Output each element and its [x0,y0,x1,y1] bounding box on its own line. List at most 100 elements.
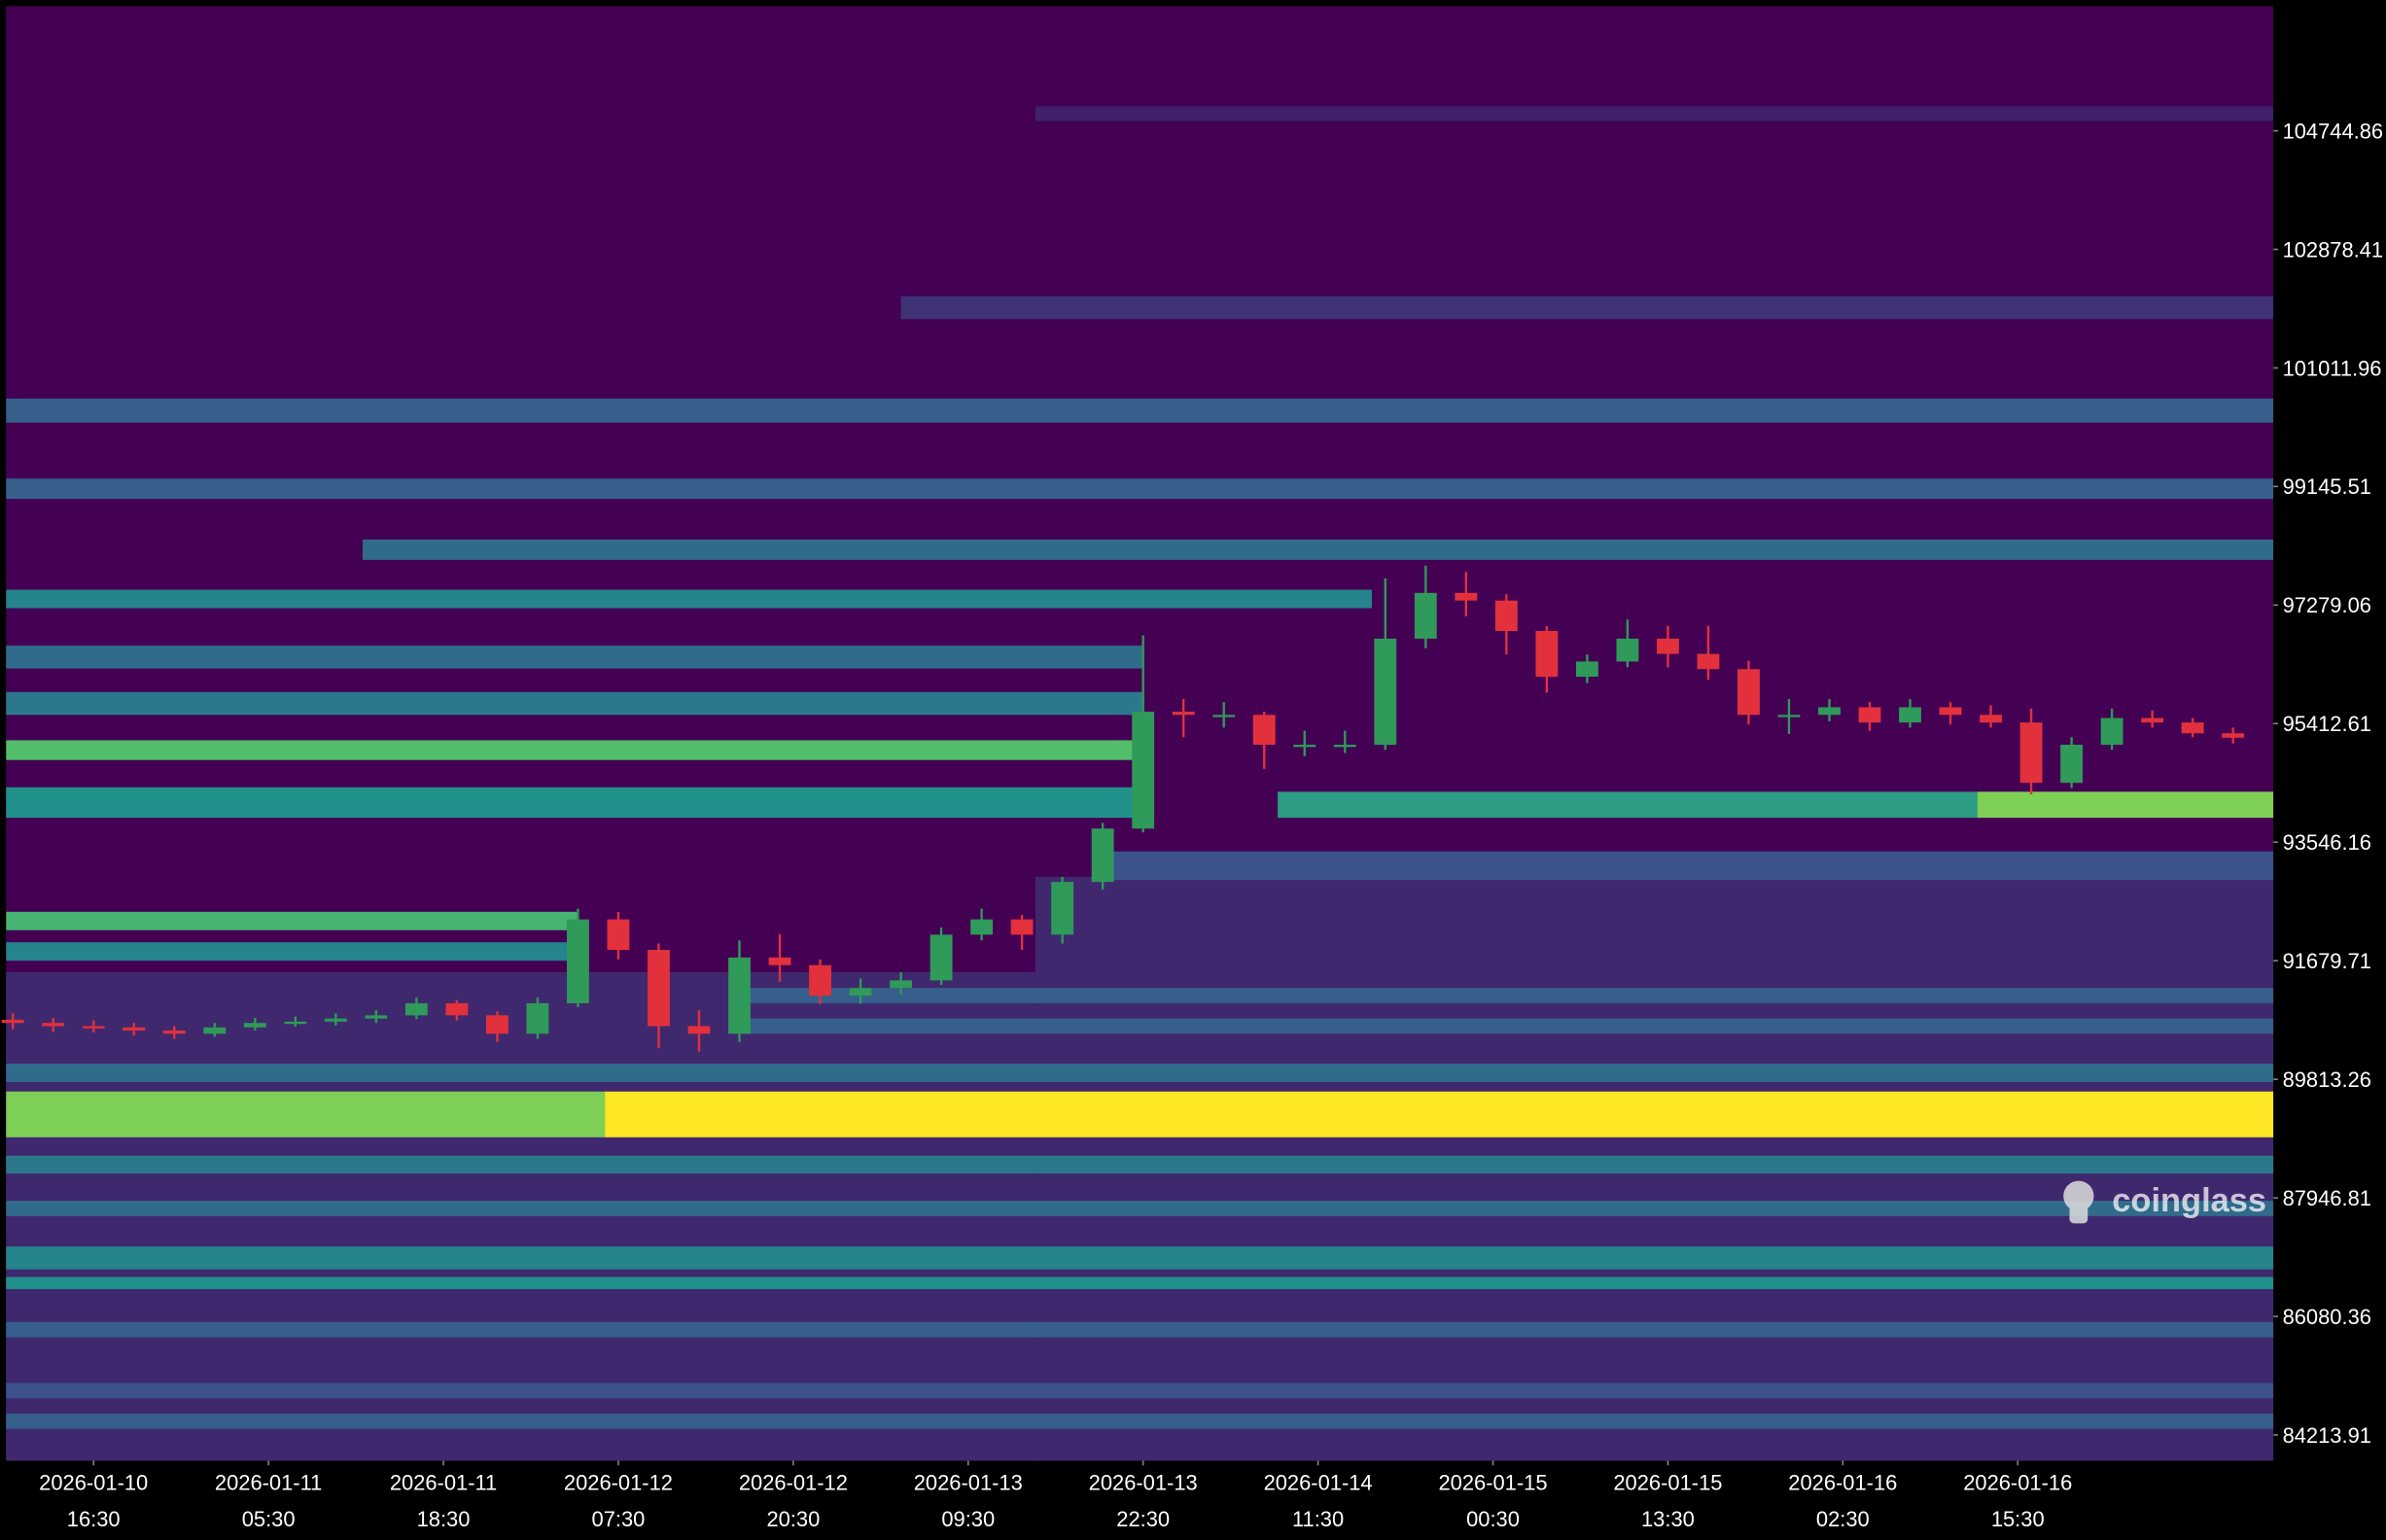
candle-body [1414,592,1437,639]
candle-body [526,1002,549,1034]
x-tick-label: 2026-01-11 [390,1470,497,1494]
y-tick-label: 91679.71 [2283,949,2371,973]
y-axis-background [2273,0,2386,1540]
heat-band [6,787,1143,819]
candle-body [2060,745,2084,784]
candle-body [1132,712,1155,829]
heat-band [6,1277,2274,1289]
heat-band [6,478,2274,500]
heat-band [6,971,1035,1461]
watermark: coinglass [2063,1180,2266,1224]
candle-body [2019,722,2043,784]
x-tick-label: 2026-01-13 [914,1470,1023,1494]
y-tick-label: 101011.96 [2283,356,2382,380]
x-tick-label: 2026-01-12 [564,1470,673,1494]
y-tick-label: 87946.81 [2283,1186,2371,1210]
x-tick-time: 09:30 [941,1507,995,1531]
heat-band [1035,106,2274,122]
candle-body [203,1027,227,1034]
x-tick-time: 07:30 [592,1507,646,1531]
heat-band [6,646,1143,669]
heat-band [900,296,2274,320]
x-tick-label: 2026-01-14 [1264,1470,1373,1494]
heat-band [739,988,2274,1003]
candle-body [1899,707,1921,723]
x-tick-time: 13:30 [1641,1507,1695,1531]
x-tick-label: 2026-01-13 [1089,1470,1198,1494]
y-tick-label: 95412.61 [2283,712,2371,736]
candle-body [728,957,751,1034]
heat-band [6,1155,2274,1174]
x-tick-time: 22:30 [1116,1507,1170,1531]
y-tick-label: 104744.86 [2283,119,2384,143]
candle-body [82,1026,105,1029]
heat-band [739,1018,2274,1034]
heat-band [6,691,1143,716]
candle-body [365,1015,388,1019]
candle-body [1777,715,1801,718]
heat-band [6,1246,2274,1270]
x-tick-time: 02:30 [1816,1507,1870,1531]
candle-body [243,1023,266,1028]
x-tick-time: 11:30 [1292,1507,1344,1531]
x-tick-time: 20:30 [766,1507,820,1531]
candle-body [1172,712,1195,716]
y-tick-label: 84213.91 [2283,1423,2371,1448]
candle-body [809,964,831,997]
heat-band [6,398,2274,423]
candle-body [2141,718,2164,723]
x-tick-time: 16:30 [67,1507,121,1531]
heat-band [1977,791,2274,819]
heat-band [6,589,1372,609]
heat-band [6,1201,2274,1216]
heat-band [6,942,579,962]
candle-body [768,957,791,965]
candle-body [1252,715,1276,746]
watermark-icon [2069,1205,2088,1224]
candle-body [42,1023,65,1027]
candle-body [1939,707,1962,716]
candle-body [445,1002,469,1016]
x-tick-time: 18:30 [417,1507,471,1531]
candle-body [2181,722,2204,734]
heat-band [363,539,2274,560]
candle-body [1575,661,1598,678]
candle-body [2222,733,2245,738]
candle-body [1818,707,1841,716]
candle-body [930,934,953,981]
y-tick-label: 102878.41 [2283,237,2384,262]
y-tick-label: 93546.16 [2283,830,2371,855]
candle-body [567,919,589,1003]
x-tick-time: 05:30 [242,1507,296,1531]
candle-body [648,950,670,1027]
heat-band [6,911,579,930]
candle-body [1737,669,1760,716]
watermark-icon [2063,1180,2094,1211]
candles [1,565,2245,1052]
candle-body [284,1021,307,1025]
heat-band [605,1091,2274,1138]
candle-body [162,1031,186,1034]
candle-body [970,919,994,935]
candle-body [324,1018,347,1022]
candle-body [1333,745,1356,748]
watermark-text: coinglass [2112,1182,2266,1219]
x-tick-time: 00:30 [1466,1507,1520,1531]
candle-body [607,919,630,951]
x-tick-time: 15:30 [1991,1507,2045,1531]
x-tick-label: 2026-01-10 [39,1470,148,1494]
candle-body [485,1015,509,1034]
heat-band [6,1382,2274,1399]
candle-body [1293,745,1316,748]
candle-body [1535,631,1559,678]
candle-body [1212,715,1236,718]
candle-body [1051,882,1074,935]
candle-body [123,1027,146,1032]
candle-body [1494,600,1518,632]
heat-band [6,1321,2274,1338]
heat-band [1103,851,2274,881]
y-tick-label: 89813.26 [2283,1068,2371,1092]
